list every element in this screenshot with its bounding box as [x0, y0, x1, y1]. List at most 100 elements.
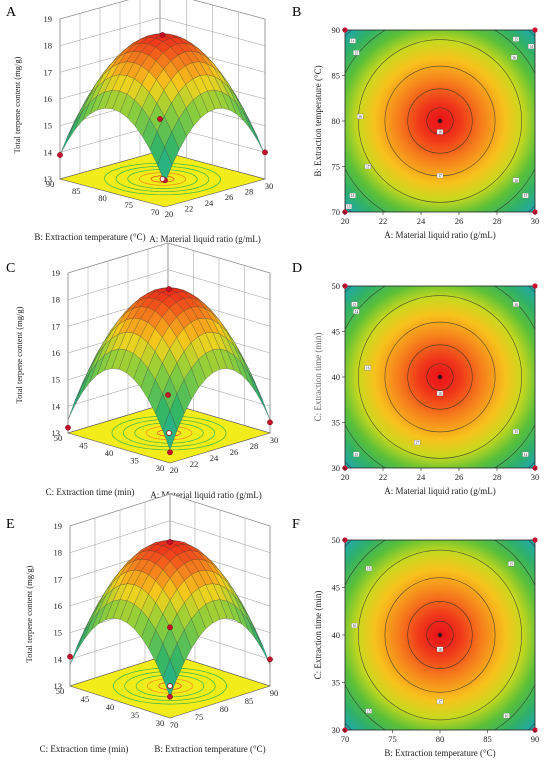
z-tick-label: 15 [54, 628, 63, 638]
design-point-projection [159, 176, 166, 182]
panel-letter-a: A [6, 5, 17, 20]
y-tick-label: 85 [332, 71, 341, 81]
design-point [159, 32, 166, 38]
floor-contour [138, 172, 187, 186]
contour-line [357, 295, 522, 459]
contour-line [407, 601, 473, 669]
surface-facet [162, 659, 178, 698]
y-tick-label: 75 [125, 200, 134, 210]
contour-label: 16 [353, 624, 357, 628]
design-point [67, 653, 73, 660]
y-tick-label: 35 [130, 456, 139, 466]
contour-label: 15 [367, 710, 371, 714]
x-axis-title: A: Material liquid ratio (g/mL) [149, 234, 260, 244]
panel-letter-d: D [292, 261, 302, 276]
floor-contour [150, 175, 175, 183]
contour-label: 16 [514, 179, 518, 183]
design-point [165, 392, 171, 398]
contour-label-box [436, 646, 444, 652]
x-tick-label: 22 [190, 459, 199, 469]
y-tick-label: 50 [56, 686, 65, 696]
contour-label: 14 [355, 310, 359, 314]
contour-label-box [503, 713, 510, 719]
z-tick-label: 14 [54, 654, 63, 664]
contour-line [407, 88, 473, 154]
design-point [167, 449, 173, 456]
design-point-projection [166, 430, 172, 436]
contour-label-box [522, 193, 529, 199]
contour-label: 14 [351, 194, 355, 198]
design-point [57, 152, 63, 158]
contour-label: 15 [355, 453, 359, 457]
x-tick-label: 30 [531, 216, 540, 226]
z-tick-label: 18 [44, 41, 53, 51]
contour-label: 15 [514, 38, 518, 42]
y-tick-label: 35 [131, 710, 140, 720]
contour-label: 16 [512, 56, 516, 60]
contour-label: 18 [438, 648, 442, 652]
x-tick-label: 28 [245, 187, 254, 197]
design-point-projection [167, 683, 173, 689]
design-point [65, 424, 71, 431]
contour-label: 14 [351, 40, 355, 44]
contour-label: 18 [438, 131, 442, 135]
x-tick-label: 28 [493, 472, 502, 482]
surface-facet [162, 410, 178, 451]
x-tick-label: 85 [245, 696, 254, 706]
y-tick-label: 80 [332, 116, 341, 126]
contour-label: 14 [524, 453, 528, 457]
contour-label: 15 [367, 567, 371, 571]
contour-line [426, 363, 454, 391]
contour-line [384, 577, 496, 693]
x-tick-label: 20 [341, 216, 350, 226]
x-tick-label: 20 [170, 465, 179, 475]
y-axis-title: B: Extraction temperature (°C) [313, 65, 323, 176]
contour-label: 16 [514, 303, 518, 307]
y-tick-label: 90 [332, 25, 341, 35]
y-tick-label: 80 [98, 193, 107, 203]
contour-field [345, 286, 535, 468]
y-tick-label: 45 [79, 441, 88, 451]
x-tick-label: 24 [417, 216, 426, 226]
x-tick-label: 24 [417, 472, 426, 482]
contour-label: 17 [366, 165, 370, 169]
floor-contour [104, 162, 221, 196]
contour-label-box [528, 43, 535, 49]
x-tick-label: 26 [455, 216, 464, 226]
y-tick-label: 45 [81, 694, 90, 704]
design-point [166, 286, 172, 292]
contour-line [384, 321, 496, 433]
response-surface [59, 33, 266, 184]
z-tick-label: 15 [44, 121, 53, 131]
contour-label: 15 [355, 51, 359, 55]
design-point [267, 656, 273, 663]
x-tick-label: 24 [210, 453, 219, 463]
z-axis-title: Total terpene content (mg/g) [12, 56, 22, 153]
x-tick-label: 22 [379, 472, 388, 482]
panel-letter-f: F [292, 517, 300, 532]
design-point-center [437, 118, 443, 124]
y-tick-label: 70 [332, 207, 341, 217]
design-point [262, 149, 268, 156]
y-tick-label: 45 [332, 583, 341, 593]
design-point [167, 539, 173, 545]
floor-contour [111, 415, 227, 451]
z-gridline [59, 0, 266, 20]
contour-label: 18 [438, 392, 442, 396]
x-tick-label: 90 [531, 734, 540, 744]
contour-line [357, 39, 522, 203]
x-tick-label: 22 [379, 216, 388, 226]
axes: 70 75 80 85 90 30 35 40 45 50 B: Extraction temper… [313, 535, 539, 758]
contour-label-box [436, 390, 444, 396]
contour-label-box [345, 203, 352, 210]
design-point-corner [532, 27, 538, 33]
contour-label: 15 [514, 430, 518, 434]
floor-contour [124, 671, 216, 701]
contour-label: 16 [505, 714, 509, 718]
z-tick-label: 16 [44, 94, 53, 104]
floor-contour [122, 419, 216, 447]
y-axis-title: C: Extraction time (min) [40, 744, 129, 754]
